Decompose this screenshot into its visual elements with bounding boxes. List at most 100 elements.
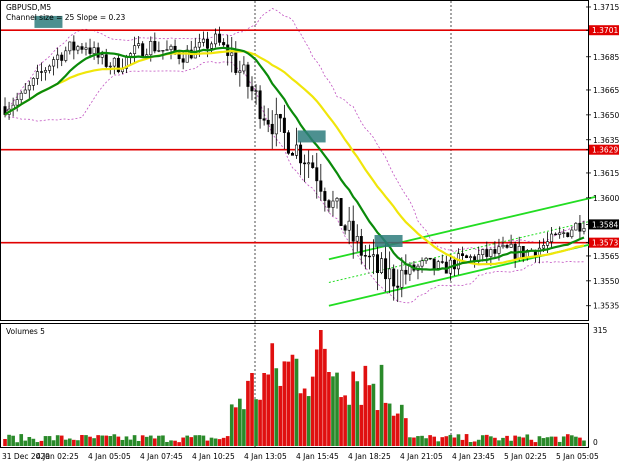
candle-body — [367, 255, 371, 258]
candle-body — [485, 249, 489, 257]
candle-body — [493, 249, 497, 254]
candle-body — [214, 33, 218, 45]
price-layer — [1, 8, 597, 307]
x-tick-label: 4 Jan 07:45 — [140, 452, 183, 461]
candle-body — [578, 222, 582, 232]
ma-fast-line — [4, 46, 585, 271]
candle-body — [96, 47, 100, 58]
candle-body — [274, 114, 278, 135]
candle-body — [375, 254, 379, 273]
candle-body — [157, 50, 161, 52]
candle-body — [501, 244, 505, 248]
candle-body — [432, 258, 436, 269]
candle-body — [92, 47, 96, 54]
level-price-tag-label: 1.3701 — [592, 26, 618, 35]
volume-scale-top: 315 — [593, 326, 608, 335]
candle-body — [254, 90, 258, 92]
candle-body — [64, 50, 68, 61]
candle-body — [278, 114, 282, 119]
candle-body — [108, 65, 112, 68]
candle-body — [335, 198, 339, 202]
candle-body — [48, 65, 52, 71]
candle-body — [286, 132, 290, 154]
symbol-label: GBPUSD,M5 — [6, 3, 51, 12]
candle-body — [420, 260, 424, 267]
candle-body — [23, 89, 27, 94]
candle-body — [197, 42, 201, 48]
candle-body — [428, 257, 432, 260]
candle-body — [234, 52, 238, 73]
y-tick-label: 1.3565 — [593, 252, 619, 261]
candle-body — [469, 256, 473, 258]
candle-body — [84, 47, 88, 50]
candle-body — [161, 50, 165, 52]
candle-body — [323, 191, 327, 201]
axis-layer: 1.37151.37011.36851.36651.36501.36351.36… — [2, 3, 619, 461]
candle-body — [343, 225, 347, 231]
level-price-tag — [589, 237, 619, 248]
candle-body — [311, 162, 315, 168]
candle-body — [15, 99, 19, 106]
signal-marker — [297, 130, 326, 143]
candle-body — [505, 244, 509, 248]
level-price-tag — [589, 144, 619, 155]
candle-body — [424, 257, 428, 262]
channel-info-label: Channel size = 25 Slope = 0.23 — [6, 13, 125, 22]
level-price-tag — [589, 25, 619, 36]
candle-body — [222, 42, 226, 46]
candle-body — [436, 261, 440, 269]
candle-body — [60, 54, 64, 61]
candle-body — [112, 57, 116, 67]
candle-body — [52, 59, 56, 67]
volume-panel-label: Volumes 5 — [6, 327, 45, 336]
volume-layer — [3, 330, 586, 446]
candle-body — [481, 249, 485, 255]
candle-body — [56, 54, 60, 60]
candle-body — [489, 249, 493, 257]
candle-body — [570, 229, 574, 237]
candle-body — [400, 269, 404, 288]
candle-body — [513, 243, 517, 259]
candle-body — [299, 144, 303, 164]
candle-body — [165, 49, 169, 51]
candle-body — [246, 64, 250, 87]
level-price-tag-label: 1.3629 — [592, 146, 618, 155]
candle-body — [347, 220, 351, 231]
candle-body — [558, 232, 562, 235]
candle-body — [242, 64, 246, 72]
y-tick-label: 1.3600 — [593, 194, 619, 203]
candle-body — [250, 86, 254, 92]
candle-body — [201, 38, 205, 43]
candle-body — [384, 258, 388, 280]
y-tick-label: 1.3715 — [593, 3, 619, 12]
candle-body — [181, 58, 185, 63]
candle-body — [554, 233, 558, 236]
candle-body — [497, 246, 501, 254]
candle-body — [359, 236, 363, 256]
candle-body — [303, 162, 307, 165]
y-tick-label: 1.3665 — [593, 86, 619, 95]
x-tick-label: 5 Jan 05:05 — [556, 452, 599, 461]
candle-body — [319, 180, 323, 192]
last-price-tag-label: 1.3584 — [592, 220, 618, 229]
candle-body — [100, 54, 104, 58]
candle-body — [133, 45, 137, 54]
candle-body — [582, 228, 586, 232]
candle-body — [218, 33, 222, 43]
level-price-tag-label: 1.3573 — [592, 239, 618, 248]
x-tick-label: 4 Jan 13:05 — [244, 452, 287, 461]
candle-body — [546, 241, 550, 246]
candle-body — [116, 57, 120, 73]
candle-body — [440, 261, 444, 263]
candle-body — [315, 167, 319, 182]
candle-body — [238, 70, 242, 73]
last-price-tag — [589, 219, 619, 230]
candle-body — [68, 41, 72, 52]
candle-body — [363, 255, 367, 257]
x-tick-label: 4 Jan 05:05 — [88, 452, 131, 461]
candle-body — [465, 255, 469, 258]
volume-panel-frame — [0, 323, 589, 448]
candle-body — [88, 47, 92, 54]
candle-body — [509, 243, 513, 248]
candle-body — [339, 198, 343, 226]
